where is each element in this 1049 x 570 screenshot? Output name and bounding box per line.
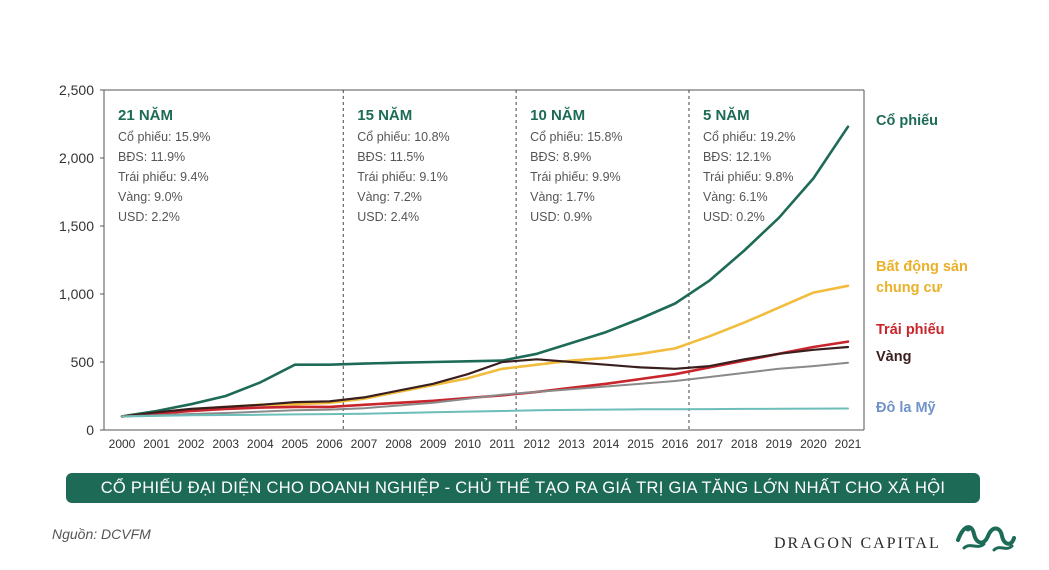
x-tick-label: 2013 (558, 437, 585, 451)
source-note: Nguồn: DCVFM (52, 526, 151, 542)
dragon-logo-icon (956, 525, 1016, 552)
x-tick-label: 2009 (420, 437, 447, 451)
x-tick-label: 2016 (662, 437, 689, 451)
x-tick-label: 2019 (766, 437, 793, 451)
series-label: Cổ phiếu (876, 113, 938, 129)
period-stat: Vàng: 1.7% (530, 190, 595, 204)
x-tick-label: 2003 (212, 437, 239, 451)
brand-name: DRAGON CAPITAL (774, 535, 941, 552)
series-label: Trái phiếu (876, 322, 945, 338)
x-tick-label: 2007 (351, 437, 378, 451)
x-tick-label: 2015 (627, 437, 654, 451)
series-lines (120, 125, 850, 418)
x-tick-label: 2020 (800, 437, 827, 451)
y-tick-label: 500 (71, 354, 95, 370)
period-stat: BĐS: 8.9% (530, 150, 591, 164)
line-chart: 0 500 1,000 1,500 2,000 2,500 2000 2001 2002 2003… (59, 82, 968, 451)
period-title: 21 NĂM (118, 107, 173, 124)
series-label: Bất động sản (876, 259, 968, 275)
axes: 0 500 1,000 1,500 2,000 2,500 2000 2001 2002 2003… (59, 82, 865, 451)
period-stat: USD: 2.4% (357, 210, 419, 224)
period-stat: Cổ phiếu: 19.2% (703, 130, 795, 144)
period-stat: BĐS: 11.9% (118, 150, 185, 164)
period-separators (342, 90, 690, 430)
period-title: 10 NĂM (530, 107, 585, 124)
y-tick-label: 2,500 (59, 82, 94, 98)
period-stat: USD: 0.2% (703, 210, 765, 224)
series-line (120, 345, 850, 418)
period-stat: Trái phiếu: 9.8% (703, 170, 794, 184)
series-line (121, 407, 849, 418)
x-tick-label: 2014 (593, 437, 620, 451)
x-tick-label: 2002 (178, 437, 205, 451)
period-stat: Cổ phiếu: 15.9% (118, 130, 210, 144)
period-stat: Vàng: 6.1% (703, 190, 768, 204)
period-stat: BĐS: 11.5% (357, 150, 424, 164)
period-stat: Trái phiếu: 9.1% (357, 170, 448, 184)
chart-annotations: 21 NĂM Cổ phiếu: 15.9% BĐS: 11.9% Trái phiế… (118, 107, 968, 416)
period-stat: Vàng: 7.2% (357, 190, 422, 204)
x-tick-label: 2008 (385, 437, 412, 451)
x-tick-label: 2018 (731, 437, 758, 451)
series-label: Đô la Mỹ (876, 400, 936, 416)
period-title: 15 NĂM (357, 107, 412, 124)
y-tick-label: 1,500 (59, 218, 94, 234)
period-stat: USD: 2.2% (118, 210, 180, 224)
period-stat: Cổ phiếu: 15.8% (530, 130, 622, 144)
x-tick-label: 2012 (524, 437, 551, 451)
headline-banner: CỔ PHIẾU ĐẠI DIỆN CHO DOANH NGHIỆP - CHỦ… (66, 473, 980, 503)
y-tick-label: 1,000 (59, 286, 94, 302)
x-tick-label: 2004 (247, 437, 274, 451)
y-tick-label: 0 (86, 422, 94, 438)
period-stat: USD: 0.9% (530, 210, 592, 224)
period-stat: BĐS: 12.1% (703, 150, 771, 164)
x-tick-label: 2005 (282, 437, 309, 451)
series-line (121, 361, 849, 418)
series-line (120, 125, 850, 418)
x-tick-label: 2021 (835, 437, 862, 451)
period-stat: Trái phiếu: 9.4% (118, 170, 209, 184)
x-tick-label: 2011 (489, 437, 515, 451)
x-tick-label: 2010 (454, 437, 481, 451)
x-tick-label: 2006 (316, 437, 343, 451)
series-label: chung cư (876, 280, 943, 296)
y-tick-label: 2,000 (59, 150, 94, 166)
period-title: 5 NĂM (703, 107, 750, 124)
period-stat: Trái phiếu: 9.9% (530, 170, 621, 184)
period-stat: Vàng: 9.0% (118, 190, 183, 204)
x-tick-label: 2001 (143, 437, 170, 451)
series-line (120, 340, 850, 418)
x-tick-label: 2000 (109, 437, 136, 451)
period-stat: Cổ phiếu: 10.8% (357, 130, 449, 144)
series-label: Vàng (876, 349, 911, 365)
x-tick-label: 2017 (696, 437, 723, 451)
